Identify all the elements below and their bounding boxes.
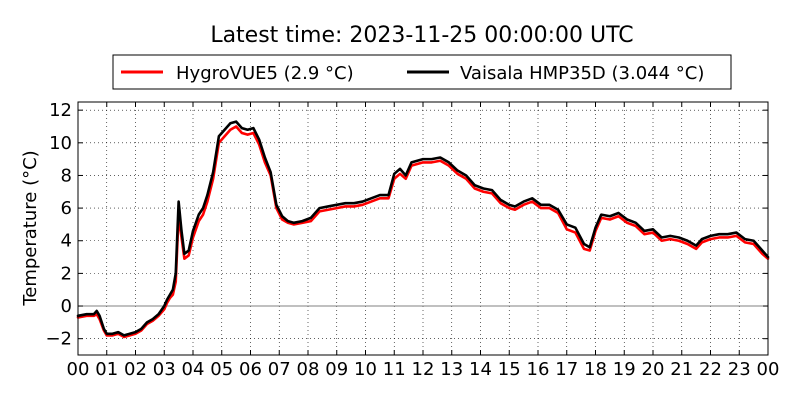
y-tick-label: −2 [45,329,72,350]
y-tick-label: 10 [49,133,72,154]
x-tick-label: 08 [297,359,320,380]
x-tick-label: 20 [642,359,665,380]
y-tick-label: 2 [61,263,72,284]
x-tick-label: 06 [239,359,262,380]
x-tick-label: 03 [153,359,176,380]
x-tick-label: 05 [210,359,233,380]
plot-area [76,101,770,356]
x-tick-label: 21 [670,359,693,380]
x-tick-label: 22 [699,359,722,380]
x-tick-label: 02 [124,359,147,380]
x-tick-label: 15 [498,359,521,380]
y-tick-label: 4 [61,231,72,252]
x-tick-label: 07 [268,359,291,380]
legend-label-vaisala: Vaisala HMP35D (3.044 °C) [460,63,704,84]
y-tick-label: 6 [61,198,72,219]
x-tick-label: 17 [555,359,578,380]
x-tick-label: 23 [728,359,751,380]
x-tick-label: 01 [95,359,118,380]
ticks [77,102,769,355]
x-tick-label: 12 [412,359,435,380]
x-tick-label: 09 [325,359,348,380]
series-line-vaisala [76,120,770,337]
y-tick-label: 8 [61,165,72,186]
y-tick-label: 0 [61,296,72,317]
x-tick-label: 14 [469,359,492,380]
x-tick-labels: 00 01 02 03 04 05 06 07 08 09 10 11 12 13 14 15 16 17 18 19… [67,359,780,380]
y-axis-label: Temperature (°C) [20,150,41,306]
y-tick-label: 12 [49,100,72,121]
x-tick-label: 00 [67,359,90,380]
x-tick-label: 13 [440,359,463,380]
series-line-hygrovue [76,125,770,339]
x-tick-label: 04 [182,359,205,380]
x-tick-label: 11 [383,359,406,380]
legend: HygroVUE5 (2.9 °C) Vaisala HMP35D (3.044… [112,54,732,90]
x-tick-label: 19 [613,359,636,380]
x-tick-label: 16 [527,359,550,380]
legend-label-hygrovue: HygroVUE5 (2.9 °C) [176,63,354,84]
chart-title: Latest time: 2023-11-25 00:00:00 UTC [210,23,633,48]
y-tick-labels: −2 0 2 4 6 8 10 12 [45,100,72,350]
x-tick-label: 10 [354,359,377,380]
x-tick-label: 18 [584,359,607,380]
series-layer [76,120,770,339]
x-tick-label: 00 [757,359,780,380]
